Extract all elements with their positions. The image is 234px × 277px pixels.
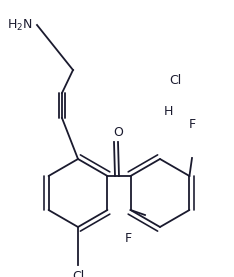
Text: O: O [113, 126, 123, 139]
Text: Cl: Cl [169, 74, 181, 87]
Text: Cl: Cl [72, 270, 84, 277]
Text: F: F [125, 232, 132, 245]
Text: H$_2$N: H$_2$N [7, 18, 33, 33]
Text: H: H [164, 105, 173, 118]
Text: F: F [188, 118, 196, 131]
